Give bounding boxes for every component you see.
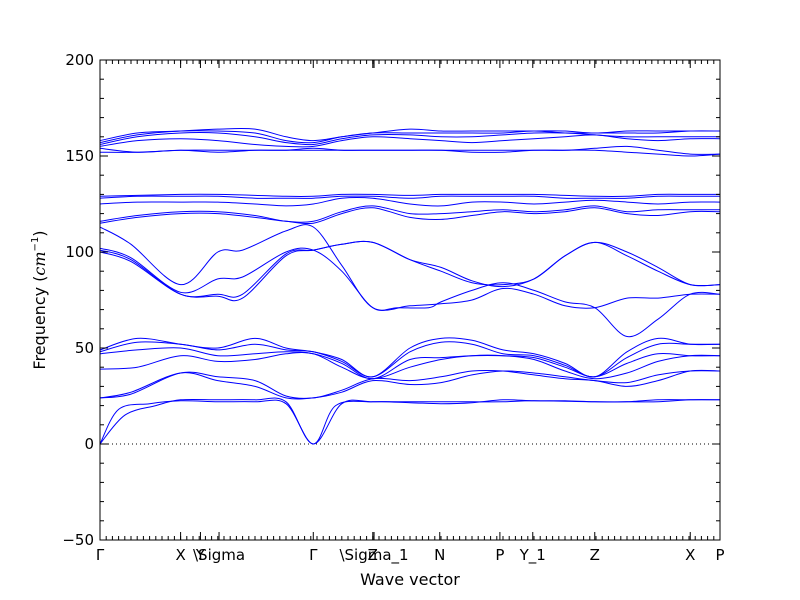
band-line-7 [100,341,720,378]
x-axis-title: Wave vector [360,570,460,589]
y-axis-title-exponent: −1 [30,237,41,252]
band-line-9 [100,240,720,302]
band-line-6 [100,347,720,380]
x-tick-label: Γ [96,546,105,564]
x-tick-label: Y [195,546,206,564]
x-tick-label: \Sigma_1 [339,546,408,565]
band-line-22 [100,130,720,144]
phonon-bands [100,127,720,445]
band-line-16 [100,195,720,199]
y-axis-title-suffix: ) [30,230,49,236]
x-tick-label: Z [368,546,378,564]
band-line-14 [100,205,720,223]
band-line-17 [100,193,720,197]
x-tick-label: P [715,546,724,564]
y-tick-label: 200 [65,51,94,69]
band-line-3 [100,370,720,400]
band-line-21 [100,131,720,146]
band-line-8 [100,337,720,378]
band-line-11 [100,224,720,311]
x-tick-label: Y_1 [519,546,546,565]
y-axis-ticks: −50 0 50 100 150 200 [62,51,720,549]
band-line-13 [100,207,720,225]
y-axis-title: Frequency (cm−1) [30,230,49,369]
y-axis-title-unit: cm [30,251,49,275]
band-line-19 [100,145,720,155]
x-tick-label: X [685,546,695,564]
x-tick-label: P [495,546,504,564]
band-line-2 [100,397,720,445]
band-line-20 [100,134,720,148]
band-line-4 [100,369,720,400]
y-tick-label: −50 [62,531,94,549]
y-tick-label: 0 [84,435,94,453]
x-tick-label: Z [590,546,600,564]
x-tick-label: X [175,546,185,564]
x-tick-label: N [434,546,445,564]
x-tick-label: \Sigma [193,546,245,564]
y-tick-label: 50 [75,339,94,357]
y-axis-title-prefix: Frequency ( [30,276,49,370]
x-tick-label: Γ [309,546,318,564]
band-line-5 [100,352,720,380]
band-line-23 [100,127,720,142]
plot-frame [99,59,721,541]
x-axis-ticks: Γ X Y\Sigma Γ Z\Sigma_1 N P Y_1 Z X P [96,60,725,565]
band-line-15 [100,197,720,207]
band-line-10 [100,240,720,298]
y-tick-label: 150 [65,147,94,165]
plot-background [100,60,720,540]
band-line-12 [100,247,720,338]
y-tick-label: 100 [65,243,94,261]
